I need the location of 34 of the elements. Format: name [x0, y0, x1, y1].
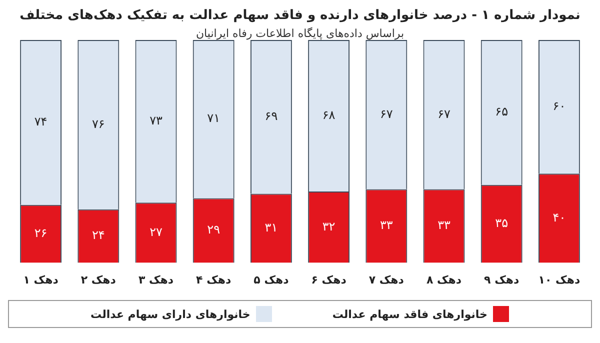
data-label: ۲۴: [92, 228, 105, 242]
data-label: ۷۴: [34, 114, 48, 129]
data-label: ۲۷: [150, 224, 163, 239]
data-label: ۳۱: [264, 220, 278, 234]
data-label: ۶۹: [264, 108, 278, 123]
legend-label: خانوارهای دارای سهام عدالت: [90, 308, 250, 320]
data-label: ۳۳: [438, 218, 451, 232]
x-tick-label: دهک ۵: [254, 273, 290, 286]
data-label: ۲۶: [34, 226, 48, 240]
data-label: ۳۲: [322, 219, 336, 234]
x-tick-label: دهک ۲: [80, 273, 116, 286]
x-tick-label: دهک ۷: [368, 273, 404, 286]
data-label: ۶۸: [322, 108, 336, 122]
data-label: ۳۳: [380, 218, 394, 232]
data-label: ۷۱: [207, 111, 220, 126]
data-label: ۶۷: [380, 106, 394, 121]
x-tick-label: دهک ۱: [23, 273, 59, 286]
data-label: ۶۰: [552, 98, 566, 113]
legend-label: خانوارهای فاقد سهام عدالت: [332, 308, 488, 320]
data-label: ۷۶: [92, 116, 105, 131]
data-label: ۳۵: [495, 216, 508, 230]
data-label: ۶۷: [438, 106, 451, 121]
chart-title: نمودار شماره ۱ - درصد خانوارهای دارنده و فاقد سهام عدالت به تفکیک دهک‌های مختلف: [18, 8, 582, 23]
x-tick-label: دهک ۹: [484, 273, 520, 286]
x-tick-label: دهک ۶: [311, 273, 347, 286]
chart-subtitle: براساس داده‌های پایگاه اطلاعات رفاه ایرانیان: [194, 27, 406, 40]
x-tick-label: دهک ۱۰: [538, 273, 580, 286]
data-label: ۶۵: [495, 104, 508, 119]
x-tick-label: دهک ۳: [138, 273, 174, 286]
x-tick-label: دهک ۴: [196, 273, 232, 286]
data-label: ۲۹: [207, 222, 220, 237]
data-label: ۴۰: [552, 210, 566, 224]
data-label: ۷۳: [150, 113, 163, 128]
x-tick-label: دهک ۸: [426, 273, 462, 286]
